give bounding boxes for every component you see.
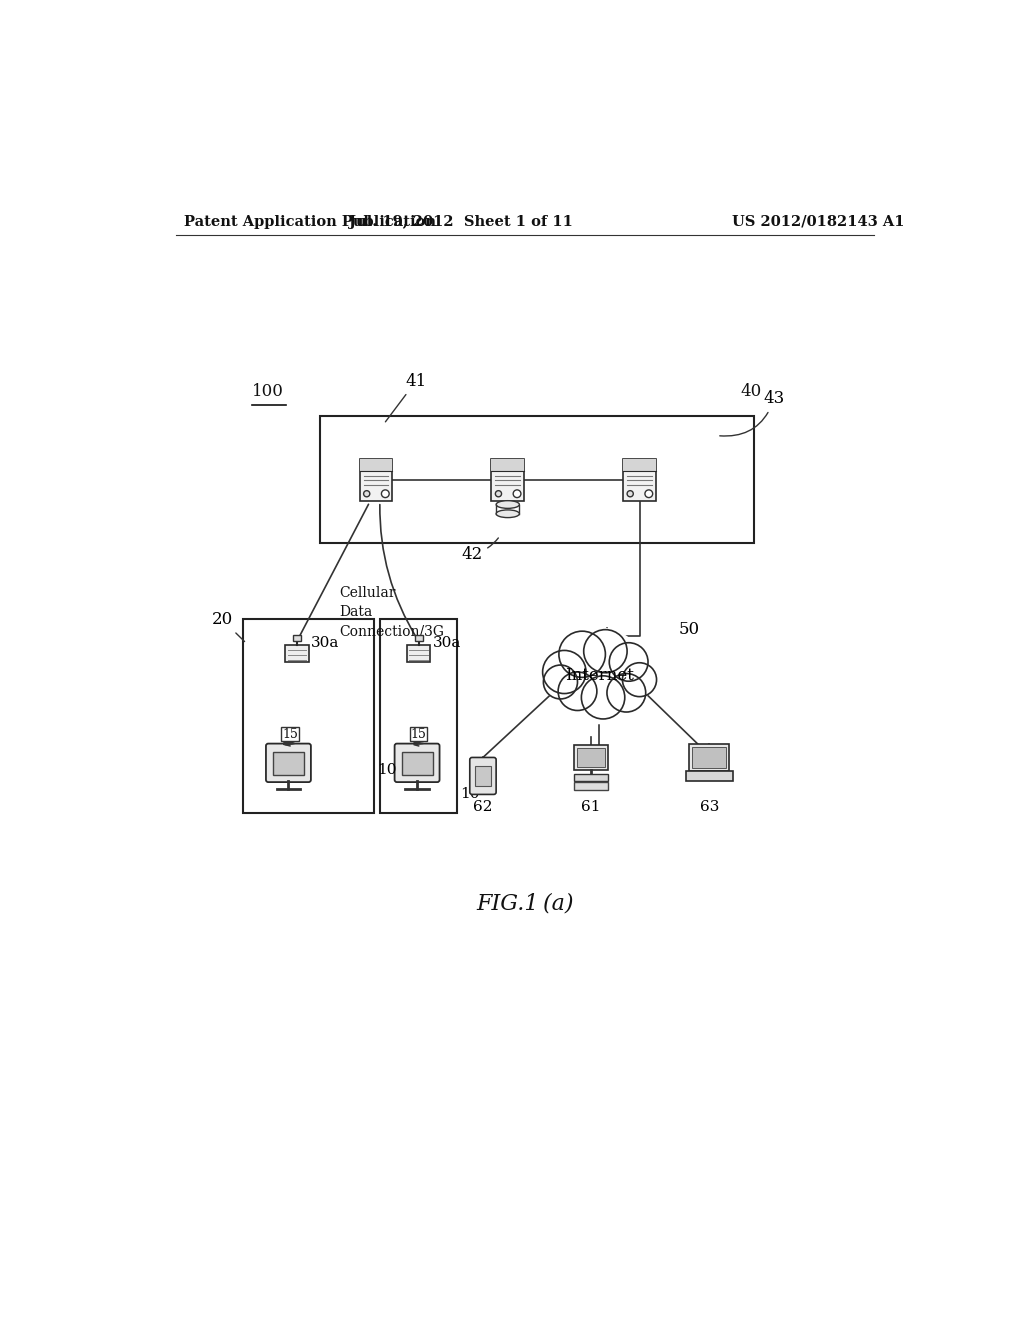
Circle shape bbox=[551, 628, 647, 723]
Text: FIG.1 (a): FIG.1 (a) bbox=[476, 892, 573, 915]
Text: Internet: Internet bbox=[565, 668, 634, 684]
Bar bbox=[359, 459, 392, 502]
Bar bbox=[492, 459, 524, 502]
Circle shape bbox=[623, 663, 656, 697]
Text: 100: 100 bbox=[252, 383, 284, 400]
Bar bbox=[286, 645, 308, 663]
Circle shape bbox=[558, 672, 597, 710]
Bar bbox=[577, 748, 604, 767]
Circle shape bbox=[609, 643, 648, 681]
Text: 15: 15 bbox=[282, 727, 298, 741]
Circle shape bbox=[627, 491, 633, 496]
Circle shape bbox=[544, 665, 578, 700]
Text: Jul. 19, 2012  Sheet 1 of 11: Jul. 19, 2012 Sheet 1 of 11 bbox=[349, 215, 573, 228]
Text: 43: 43 bbox=[720, 391, 784, 436]
Bar bbox=[689, 744, 729, 771]
Text: 61: 61 bbox=[581, 800, 600, 814]
Bar bbox=[573, 744, 607, 770]
Bar bbox=[624, 459, 655, 471]
Circle shape bbox=[584, 630, 627, 673]
Bar bbox=[573, 775, 607, 780]
Circle shape bbox=[496, 491, 502, 496]
Circle shape bbox=[513, 490, 521, 498]
Text: 41: 41 bbox=[385, 372, 427, 422]
Circle shape bbox=[559, 631, 605, 677]
Bar bbox=[410, 727, 427, 742]
Ellipse shape bbox=[496, 510, 519, 517]
Text: 15: 15 bbox=[411, 727, 427, 741]
FancyBboxPatch shape bbox=[266, 743, 311, 781]
Bar bbox=[573, 781, 607, 789]
Bar bbox=[243, 619, 375, 813]
Text: Patent Application Publication: Patent Application Publication bbox=[183, 215, 436, 228]
Bar bbox=[359, 459, 392, 471]
Circle shape bbox=[582, 676, 625, 719]
Bar bbox=[475, 766, 490, 785]
Bar bbox=[415, 635, 423, 642]
Bar bbox=[492, 459, 524, 471]
FancyBboxPatch shape bbox=[470, 758, 496, 795]
Text: 10: 10 bbox=[460, 787, 479, 800]
Text: 63: 63 bbox=[699, 800, 719, 814]
Text: 42: 42 bbox=[461, 539, 499, 562]
Bar bbox=[273, 752, 304, 775]
Text: 20: 20 bbox=[212, 611, 245, 642]
Ellipse shape bbox=[496, 500, 519, 508]
Text: 50: 50 bbox=[678, 622, 699, 639]
Bar bbox=[282, 727, 299, 742]
Circle shape bbox=[364, 491, 370, 496]
Text: 30a: 30a bbox=[311, 636, 339, 651]
Text: Cellular
Data
Connection/3G: Cellular Data Connection/3G bbox=[339, 586, 443, 639]
Bar bbox=[401, 752, 432, 775]
Bar bbox=[692, 747, 726, 768]
Text: US 2012/0182143 A1: US 2012/0182143 A1 bbox=[732, 215, 905, 228]
Circle shape bbox=[645, 490, 652, 498]
Bar bbox=[293, 635, 301, 642]
Text: 40: 40 bbox=[740, 383, 762, 400]
Bar bbox=[407, 645, 430, 663]
Text: 10: 10 bbox=[378, 763, 397, 777]
Circle shape bbox=[381, 490, 389, 498]
Bar bbox=[380, 619, 458, 813]
FancyBboxPatch shape bbox=[394, 743, 439, 781]
Circle shape bbox=[543, 651, 586, 693]
Bar bbox=[686, 771, 732, 780]
Bar bbox=[321, 416, 755, 544]
Circle shape bbox=[607, 673, 646, 711]
Text: 30a: 30a bbox=[432, 636, 461, 651]
Text: 62: 62 bbox=[473, 800, 493, 814]
Bar bbox=[624, 459, 655, 502]
